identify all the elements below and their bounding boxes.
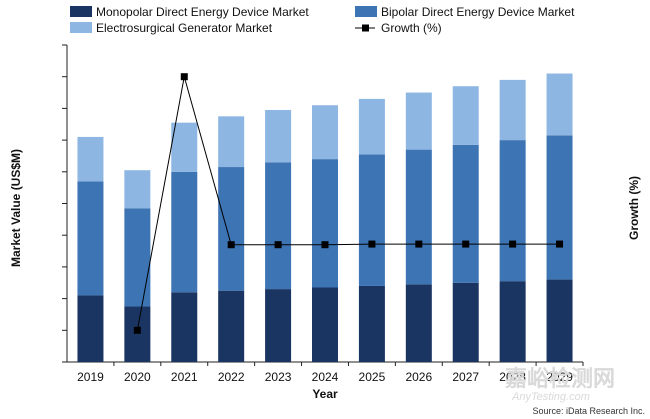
legend-label-series-2: Electrosurgical Generator Market [96,21,273,35]
legend: Monopolar Direct Energy Device Market Bip… [70,5,575,35]
bar-segment-2023-series-2 [265,109,292,163]
growth-point-2022 [227,241,235,249]
bar-segment-2025-series-1 [358,154,385,286]
bar-segment-2027-series-0 [452,282,479,362]
bar-segment-2025-series-2 [358,98,385,155]
growth-point-2028 [509,240,517,248]
bar-segment-2020-series-2 [124,170,151,209]
bar-segment-2025-series-0 [358,285,385,362]
bar-segment-2021-series-0 [171,292,198,362]
x-tick-label-2025: 2025 [359,370,386,384]
bar-segment-2024-series-0 [312,287,338,362]
bar-segment-2024-series-1 [312,159,338,288]
bar-segment-2028-series-2 [499,79,526,141]
y-axis-ticks [62,44,67,363]
bar-segment-2022-series-0 [218,290,245,362]
growth-point-2021 [180,73,188,81]
x-tick-label-2021: 2021 [171,370,198,384]
bar-segment-2022-series-2 [218,116,245,168]
x-tick-label-2019: 2019 [77,370,104,384]
bar-segment-2024-series-2 [312,105,338,160]
y2-axis-label: Growth (%) [627,176,641,240]
x-tick-label-2027: 2027 [452,370,479,384]
legend-swatch-growth-marker [362,24,369,32]
bar-segment-2027-series-1 [452,144,479,283]
bar-segment-2023-series-1 [265,162,292,290]
plot-area: 2019 2020 2021 2022 2023 2024 2025 2026 2027 2028… [62,44,584,384]
bar-segment-2027-series-2 [452,86,479,145]
bar-segment-2020-series-0 [124,306,151,362]
growth-point-2023 [274,241,282,249]
bar-segment-2026-series-0 [405,284,432,362]
legend-label-series-3: Growth (%) [381,21,442,35]
growth-point-2029 [556,240,564,248]
bar-segment-2029-series-1 [546,135,573,280]
bar-segment-2019-series-2 [77,136,104,182]
x-tick-label-2022: 2022 [218,370,245,384]
x-tick-label-2023: 2023 [265,370,292,384]
growth-point-2024 [321,241,329,249]
watermark-main: 嘉峪检测网 [505,366,615,391]
bar-segment-2019-series-0 [77,295,104,362]
x-tick-label-2026: 2026 [405,370,432,384]
bar-segment-2023-series-0 [265,289,292,362]
y-axis-label: Market Value (US$M) [9,149,23,267]
growth-point-2027 [462,240,470,248]
x-axis-ticks: 2019 2020 2021 2022 2023 2024 2025 2026 2027 2028… [77,362,584,384]
x-axis-label: Year [312,387,338,401]
x-tick-label-2028: 2028 [499,370,526,384]
growth-line [133,73,564,334]
growth-point-2020 [133,326,141,334]
watermark-sub: AnyTesting.com [511,391,590,403]
bar-segment-2020-series-1 [124,208,151,307]
bar-segment-2022-series-1 [218,167,245,291]
legend-swatch-series-0 [70,6,92,17]
bar-segment-2026-series-1 [405,149,432,285]
bar-segment-2021-series-2 [171,122,198,172]
growth-point-2026 [415,240,423,248]
legend-swatch-series-1 [355,6,377,17]
bar-segment-2028-series-1 [499,140,526,282]
x-tick-label-2024: 2024 [312,370,339,384]
x-tick-label-2020: 2020 [124,370,151,384]
bar-segment-2029-series-2 [546,73,573,136]
bar-segment-2026-series-2 [405,92,432,150]
legend-swatch-series-2 [70,22,92,33]
bar-segment-2019-series-1 [77,181,104,296]
growth-point-2025 [368,240,376,248]
x-tick-label-2029: 2029 [546,370,573,384]
bar-segment-2021-series-1 [171,171,198,293]
growth-series-line [136,76,560,331]
source-note: Source: iData Research Inc. [532,406,645,416]
bar-segment-2028-series-0 [499,281,526,362]
legend-label-series-0: Monopolar Direct Energy Device Market [96,5,309,19]
bars [77,73,573,362]
bar-segment-2029-series-0 [546,279,573,362]
legend-label-series-1: Bipolar Direct Energy Device Market [381,5,575,19]
